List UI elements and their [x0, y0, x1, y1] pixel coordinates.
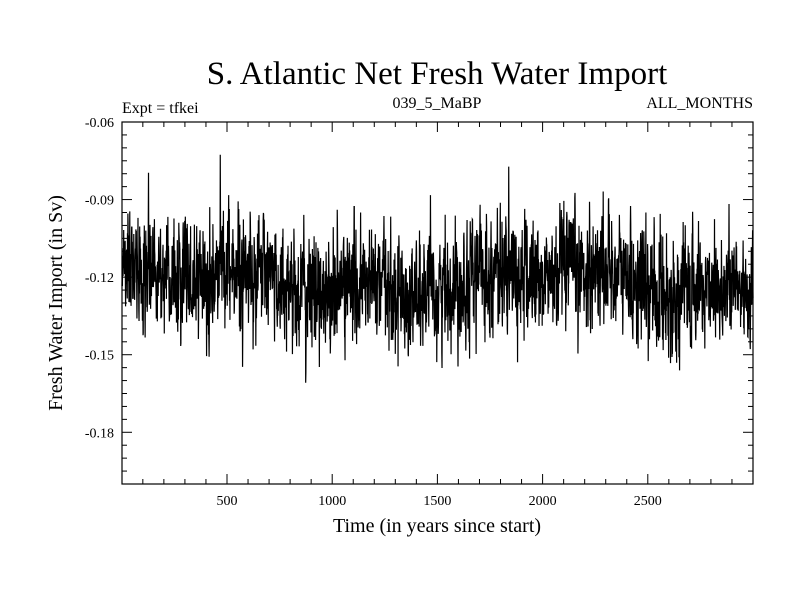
y-axis: -0.06 -0.09 -0.12 -0.15 -0.18 [85, 116, 753, 485]
header-right: ALL_MONTHS [646, 95, 753, 112]
y-tick-label: -0.12 [85, 271, 114, 286]
x-tick-label: 2000 [529, 494, 557, 509]
chart-title: S. Atlantic Net Fresh Water Import [207, 56, 668, 92]
header-center: 039_5_MaBP [393, 95, 482, 112]
y-tick-label: -0.06 [85, 116, 114, 131]
x-tick-label: 500 [216, 494, 237, 509]
x-axis: 500 1000 1500 2000 2500 [142, 122, 754, 509]
series-layer [121, 154, 754, 383]
header-left: Expt = tfkei [122, 100, 199, 117]
y-tick-label: -0.18 [85, 426, 114, 441]
x-tick-label: 1500 [423, 494, 451, 509]
y-axis-label: Fresh Water Import (in Sv) [45, 195, 67, 411]
series-line [121, 154, 754, 383]
y-tick-label: -0.15 [85, 349, 114, 364]
x-axis-label: Time (in years since start) [333, 515, 541, 537]
x-tick-label: 2500 [634, 494, 662, 509]
x-tick-label: 1000 [318, 494, 346, 509]
y-tick-label: -0.09 [85, 194, 114, 209]
